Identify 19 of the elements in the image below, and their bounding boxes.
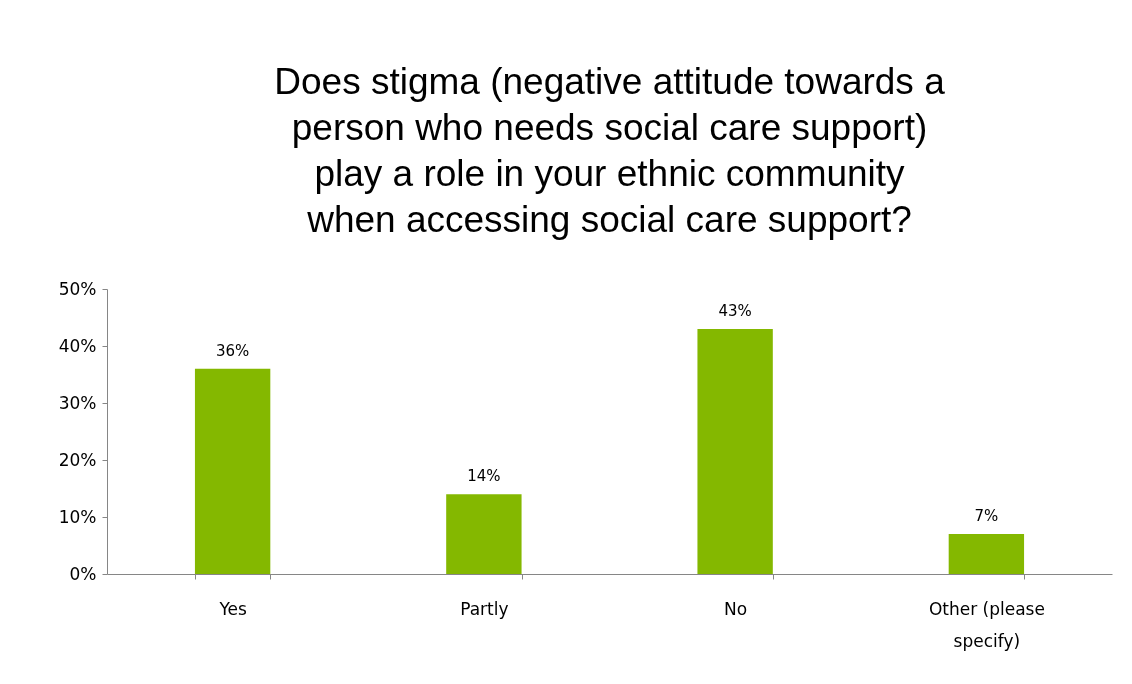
data-label: 43%	[718, 301, 752, 320]
y-tick-label: 40%	[58, 335, 97, 356]
y-tick-label: 0%	[69, 563, 97, 584]
x-tick-label: No	[724, 598, 748, 619]
data-label: 14%	[467, 467, 501, 486]
bar	[948, 534, 1025, 574]
y-tick-label: 10%	[58, 506, 97, 527]
bar	[194, 368, 271, 574]
data-label: 36%	[215, 341, 250, 360]
x-tick-label: Partly	[460, 598, 509, 619]
data-label: 7%	[974, 507, 999, 526]
y-tick-label: 20%	[58, 449, 97, 470]
y-tick-label: 30%	[58, 392, 97, 413]
bar	[446, 494, 522, 574]
bar	[697, 328, 773, 574]
x-tick-label: Yes	[218, 598, 247, 619]
chart-title: Does stigma (negative attitude towards a person who needs social care support) play a role in your ethnic community when accessing social care support?	[274, 61, 946, 240]
y-tick-label: 50%	[58, 278, 97, 299]
x-tick-label: Other (please specify)	[928, 598, 1045, 651]
